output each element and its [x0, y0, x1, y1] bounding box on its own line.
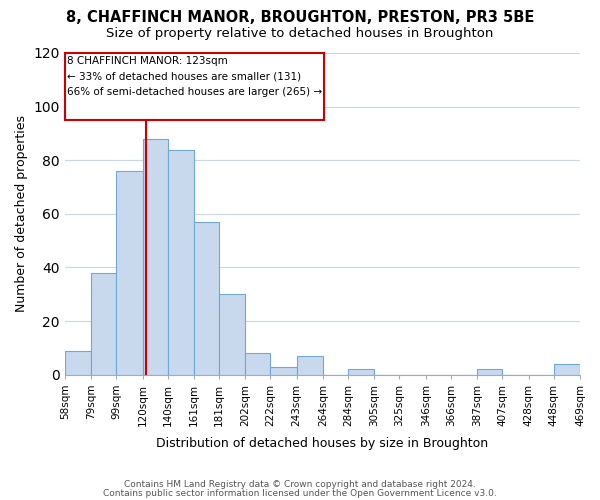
Text: Size of property relative to detached houses in Broughton: Size of property relative to detached ho… — [106, 28, 494, 40]
Text: Contains HM Land Registry data © Crown copyright and database right 2024.: Contains HM Land Registry data © Crown c… — [124, 480, 476, 489]
FancyBboxPatch shape — [65, 53, 324, 120]
Text: 8, CHAFFINCH MANOR, BROUGHTON, PRESTON, PR3 5BE: 8, CHAFFINCH MANOR, BROUGHTON, PRESTON, … — [66, 10, 534, 25]
Y-axis label: Number of detached properties: Number of detached properties — [15, 116, 28, 312]
Bar — [554, 364, 580, 374]
Bar — [219, 294, 245, 374]
Bar — [167, 150, 194, 374]
Bar — [65, 350, 91, 374]
Bar — [194, 222, 219, 374]
Bar — [271, 366, 296, 374]
Bar — [91, 273, 116, 374]
Bar — [477, 370, 502, 374]
Bar — [116, 171, 143, 374]
Bar — [245, 354, 271, 374]
Bar — [296, 356, 323, 374]
Bar — [348, 370, 374, 374]
Text: 8 CHAFFINCH MANOR: 123sqm
← 33% of detached houses are smaller (131)
66% of semi: 8 CHAFFINCH MANOR: 123sqm ← 33% of detac… — [67, 56, 322, 97]
X-axis label: Distribution of detached houses by size in Broughton: Distribution of detached houses by size … — [157, 437, 488, 450]
Bar — [143, 139, 167, 374]
Text: Contains public sector information licensed under the Open Government Licence v3: Contains public sector information licen… — [103, 488, 497, 498]
